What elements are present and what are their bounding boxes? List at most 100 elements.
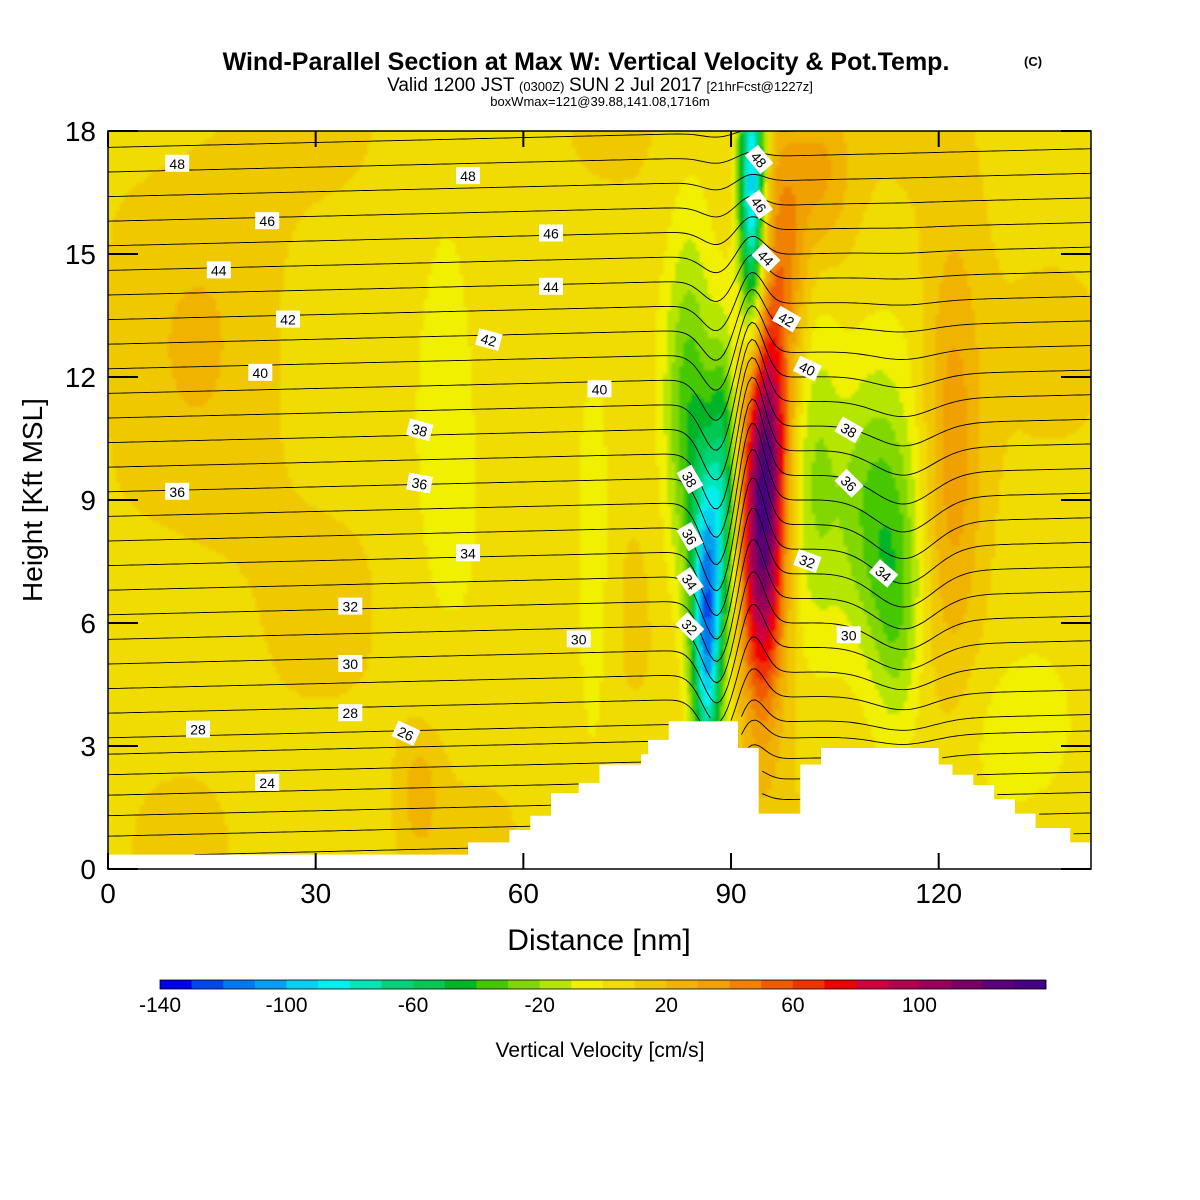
theta-label-text: 38 (679, 469, 701, 491)
colorbar: -140 -100 -60 -20 20 60 100 (139, 979, 1047, 1017)
terrain (108, 721, 1091, 869)
theta-label-box (406, 472, 433, 494)
theta-label-text: 44 (211, 262, 227, 278)
theta-label-text: 36 (169, 484, 185, 500)
theta-label-box (676, 567, 704, 597)
theta-label-text: 40 (797, 358, 818, 379)
theta-label: 34 (676, 567, 704, 597)
theta-label-text: 48 (460, 168, 476, 184)
theta-label-text: 46 (259, 213, 275, 229)
theta-label-text: 40 (253, 365, 269, 381)
colorbar-swatch (191, 980, 224, 989)
theta-contour (108, 812, 1091, 837)
theta-contour (108, 744, 1091, 776)
theta-label-text: 46 (543, 226, 559, 242)
theta-label-text: 28 (343, 705, 359, 721)
theta-label-box (475, 328, 503, 351)
theta-label: 30 (836, 626, 861, 644)
colorbar-label: Vertical Velocity [cm/s] (496, 1039, 705, 1062)
y-tick-label: 15 (65, 239, 96, 270)
theta-label: 32 (793, 548, 822, 574)
theta-label-text: 42 (280, 312, 296, 328)
y-axis-label: Height [Kft MSL] (17, 398, 48, 602)
theta-label-text: 30 (571, 631, 587, 647)
theta-labels: 48 48 48 46 46 46 44 44 44 42 42 42 40 40 40 38 38 38 36 36… (165, 144, 899, 791)
colorbar-swatch (634, 980, 667, 989)
colorbar-swatch (381, 980, 414, 989)
colorbar-swatch (286, 980, 319, 989)
chart-title-mark: (C) (1024, 54, 1042, 69)
theta-label-box (793, 548, 822, 574)
theta-label-box (391, 720, 421, 747)
theta-contour (108, 636, 1091, 721)
theta-label-box (165, 482, 190, 500)
theta-contour (108, 791, 1091, 817)
theta-label-text: 34 (460, 545, 476, 561)
colorbar-swatch (413, 980, 446, 989)
theta-label-text: 30 (841, 627, 857, 643)
theta-contour (108, 131, 820, 148)
chart-title: Wind-Parallel Section at Max W: Vertical… (223, 48, 950, 76)
theta-label-box (248, 363, 273, 381)
theta-label: 48 (456, 167, 480, 185)
theta-label-box (834, 468, 864, 498)
colorbar-tick-label: 20 (655, 994, 678, 1017)
theta-label-box (566, 630, 591, 648)
theta-label-box (836, 626, 861, 644)
theta-label: 40 (587, 380, 612, 398)
theta-label-box (539, 224, 563, 242)
theta-label: 36 (834, 468, 864, 498)
colorbar-tick-label: -100 (266, 994, 308, 1017)
theta-contour (108, 288, 1091, 361)
theta-label: 32 (338, 597, 363, 615)
theta-label: 34 (868, 559, 899, 588)
theta-contour (108, 216, 1091, 247)
theta-label: 30 (566, 630, 591, 648)
theta-label: 46 (745, 189, 773, 220)
colorbar-swatch (349, 980, 382, 989)
colorbar-swatch (571, 980, 604, 989)
theta-label-text: 36 (679, 526, 701, 548)
theta-label: 42 (475, 328, 503, 351)
theta-contour (194, 832, 1091, 856)
colorbar-swatch (697, 980, 730, 989)
colorbar-swatch (824, 980, 857, 989)
theta-contour (108, 770, 1091, 796)
theta-label: 44 (206, 261, 231, 279)
theta-contour (108, 507, 1091, 640)
colorbar-swatch (792, 980, 825, 989)
theta-label-text: 42 (776, 309, 798, 331)
theta-contour (108, 235, 1091, 274)
theta-label: 24 (255, 773, 280, 791)
theta-label: 28 (186, 720, 210, 738)
theta-label-box (276, 310, 300, 328)
colorbar-swatch (919, 980, 952, 989)
subtitle-date: SUN 2 Jul 2017 (569, 75, 702, 96)
theta-label-box (338, 655, 363, 672)
theta-label: 30 (338, 655, 363, 672)
theta-label: 32 (675, 612, 705, 642)
theta-label-text: 24 (259, 775, 275, 791)
theta-label-box (405, 418, 434, 442)
y-tick-label: 3 (80, 731, 96, 762)
theta-label: 46 (539, 224, 563, 242)
theta-label-text: 30 (343, 656, 359, 672)
theta-label-box (587, 380, 612, 398)
theta-label-box (255, 773, 280, 791)
theta-contour (108, 604, 1091, 704)
potential-temperature-contours (108, 131, 1091, 856)
theta-label-text: 28 (190, 722, 206, 738)
theta-label-box (745, 189, 773, 220)
colorbar-swatch (982, 980, 1015, 989)
theta-label: 48 (744, 144, 774, 175)
theta-label: 38 (834, 416, 864, 444)
theta-contour (108, 448, 1091, 592)
theta-label-text: 40 (592, 381, 608, 397)
theta-label-text: 32 (797, 551, 817, 571)
theta-contour (108, 148, 1091, 173)
colorbar-tick-label: -20 (525, 994, 555, 1017)
colorbar-swatch (666, 980, 699, 989)
colorbar-tick-label: -140 (139, 994, 181, 1017)
theta-label: 38 (676, 464, 704, 494)
